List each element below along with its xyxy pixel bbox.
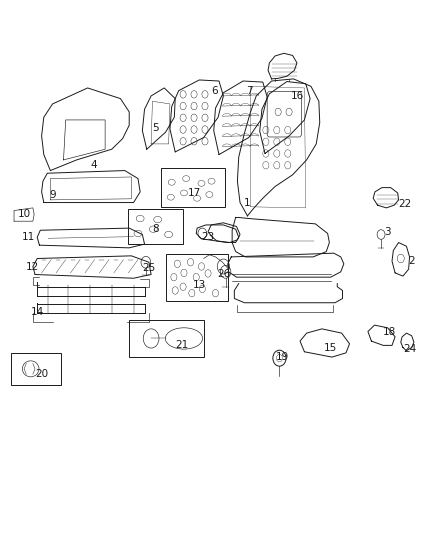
- Text: 22: 22: [399, 199, 412, 208]
- Bar: [128, 209, 183, 244]
- Text: 14: 14: [31, 307, 44, 317]
- Text: 21: 21: [175, 341, 188, 350]
- Text: 8: 8: [152, 224, 159, 234]
- Text: 2: 2: [408, 256, 415, 266]
- Text: 10: 10: [18, 209, 31, 219]
- Text: 12: 12: [26, 262, 39, 271]
- Text: 6: 6: [211, 86, 218, 95]
- Bar: [129, 320, 204, 357]
- Text: 5: 5: [152, 123, 159, 133]
- Text: 24: 24: [403, 344, 416, 354]
- Text: 13: 13: [193, 280, 206, 290]
- Text: 9: 9: [49, 190, 56, 199]
- Text: 16: 16: [291, 91, 304, 101]
- Bar: [161, 168, 225, 207]
- Text: 17: 17: [188, 188, 201, 198]
- Text: 15: 15: [324, 343, 337, 352]
- Text: 26: 26: [217, 270, 230, 279]
- Bar: [11, 353, 61, 385]
- Text: 18: 18: [383, 327, 396, 336]
- Text: 19: 19: [276, 352, 289, 362]
- Text: 25: 25: [142, 263, 155, 272]
- Text: 4: 4: [91, 160, 98, 170]
- Text: 11: 11: [22, 232, 35, 242]
- Text: 3: 3: [384, 227, 391, 237]
- Text: 7: 7: [246, 86, 253, 95]
- Text: 1: 1: [244, 198, 251, 207]
- Bar: [166, 254, 228, 301]
- Text: 23: 23: [201, 232, 215, 242]
- Text: 20: 20: [35, 369, 48, 379]
